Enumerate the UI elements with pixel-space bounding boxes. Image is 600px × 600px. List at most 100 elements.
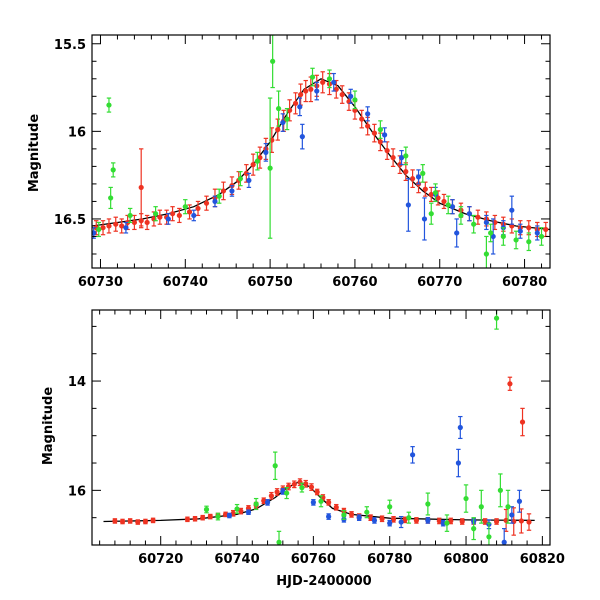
data-point	[384, 141, 390, 160]
data-point	[459, 518, 465, 525]
data-point	[291, 480, 297, 489]
data-point	[428, 186, 434, 203]
data-point	[326, 499, 332, 506]
top-panel-model-curve	[92, 78, 550, 231]
data-point	[432, 183, 439, 203]
data-point	[387, 519, 393, 527]
data-point	[292, 92, 299, 115]
data-point	[191, 209, 197, 222]
bottom-panel-x-tick-label: 60760	[291, 552, 336, 567]
data-point	[314, 488, 320, 496]
top-panel-x-tick-label: 60750	[247, 275, 292, 290]
data-point	[444, 514, 450, 532]
data-point	[425, 492, 431, 516]
data-point	[229, 185, 235, 197]
data-point	[365, 106, 371, 122]
data-point	[284, 107, 290, 131]
top-panel-y-tick-label: 15.5	[54, 38, 86, 53]
data-point	[276, 530, 282, 545]
bottom-panel-x-tick-label: 60720	[138, 552, 183, 567]
data-point	[182, 199, 188, 215]
data-point	[377, 120, 383, 139]
data-point	[428, 202, 434, 225]
data-point	[507, 376, 513, 391]
data-point	[112, 518, 118, 524]
data-point	[203, 505, 210, 514]
data-point	[169, 206, 176, 222]
data-point	[406, 511, 412, 524]
data-point	[371, 123, 378, 143]
data-point	[420, 164, 426, 183]
data-point	[110, 162, 116, 178]
data-point	[142, 518, 149, 525]
data-point	[245, 509, 252, 515]
top-panel-x-tick-label: 60730	[78, 275, 123, 290]
bottom-panel-y-tick-label: 14	[68, 375, 86, 390]
data-point	[299, 123, 305, 150]
data-point	[237, 171, 244, 187]
data-point	[238, 507, 244, 515]
data-point	[398, 150, 405, 166]
data-point	[150, 517, 156, 524]
data-point	[493, 518, 500, 525]
data-point	[275, 90, 282, 127]
data-point	[382, 127, 388, 143]
top-panel-series-0	[93, 71, 549, 238]
data-point	[207, 513, 213, 520]
bottom-panel-y-axis-label: Magnitude	[41, 387, 56, 466]
data-point	[449, 199, 456, 215]
data-point	[127, 207, 133, 224]
top-panel-light-curve: Magnitude 60730 60740 60750 60760 60770 60780…	[27, 34, 551, 290]
bottom-panel-series-2	[203, 310, 511, 545]
data-point	[483, 214, 489, 231]
data-point	[415, 169, 422, 185]
data-point	[413, 517, 420, 524]
data-point	[486, 522, 492, 545]
data-point	[275, 118, 281, 141]
data-point	[284, 487, 290, 500]
data-point	[106, 218, 112, 234]
bottom-panel-plot-area	[103, 310, 535, 545]
data-point	[421, 197, 428, 241]
data-point	[299, 482, 305, 493]
top-panel-y-tick-label: 16	[68, 125, 86, 140]
data-point	[246, 172, 252, 189]
data-point	[165, 213, 171, 225]
data-point	[203, 195, 210, 211]
data-point	[543, 221, 549, 238]
data-point	[267, 97, 273, 239]
data-point	[371, 517, 378, 524]
data-point	[364, 506, 370, 519]
data-point	[303, 479, 309, 488]
data-point	[339, 85, 345, 104]
data-point	[106, 97, 112, 113]
data-point	[216, 188, 222, 204]
data-point	[303, 79, 309, 103]
data-point	[138, 148, 144, 227]
data-point	[212, 195, 218, 208]
data-point	[501, 528, 507, 545]
data-point	[379, 515, 385, 523]
data-point	[356, 514, 362, 522]
data-point	[326, 513, 332, 520]
data-point	[195, 200, 201, 217]
bottom-panel-y-tick-label: 16	[68, 484, 86, 499]
data-point	[123, 221, 129, 234]
data-point	[157, 209, 163, 225]
data-point	[331, 72, 337, 92]
data-point	[348, 88, 354, 104]
bottom-panel-light-curve: Magnitude HJD-2400000 60720 60740 60760 607…	[41, 309, 565, 589]
bottom-panel-x-axis-label: HJD-2400000	[276, 574, 371, 589]
data-point	[144, 214, 150, 231]
data-point	[497, 473, 503, 508]
data-point	[425, 517, 431, 524]
data-point	[310, 499, 316, 506]
data-point	[440, 519, 446, 527]
data-point	[526, 232, 532, 252]
data-point	[352, 90, 358, 110]
data-point	[445, 195, 451, 215]
data-point	[359, 109, 365, 129]
data-point	[250, 153, 256, 176]
top-panel-y-axis-label: Magnitude	[27, 114, 42, 193]
data-point	[436, 517, 442, 525]
